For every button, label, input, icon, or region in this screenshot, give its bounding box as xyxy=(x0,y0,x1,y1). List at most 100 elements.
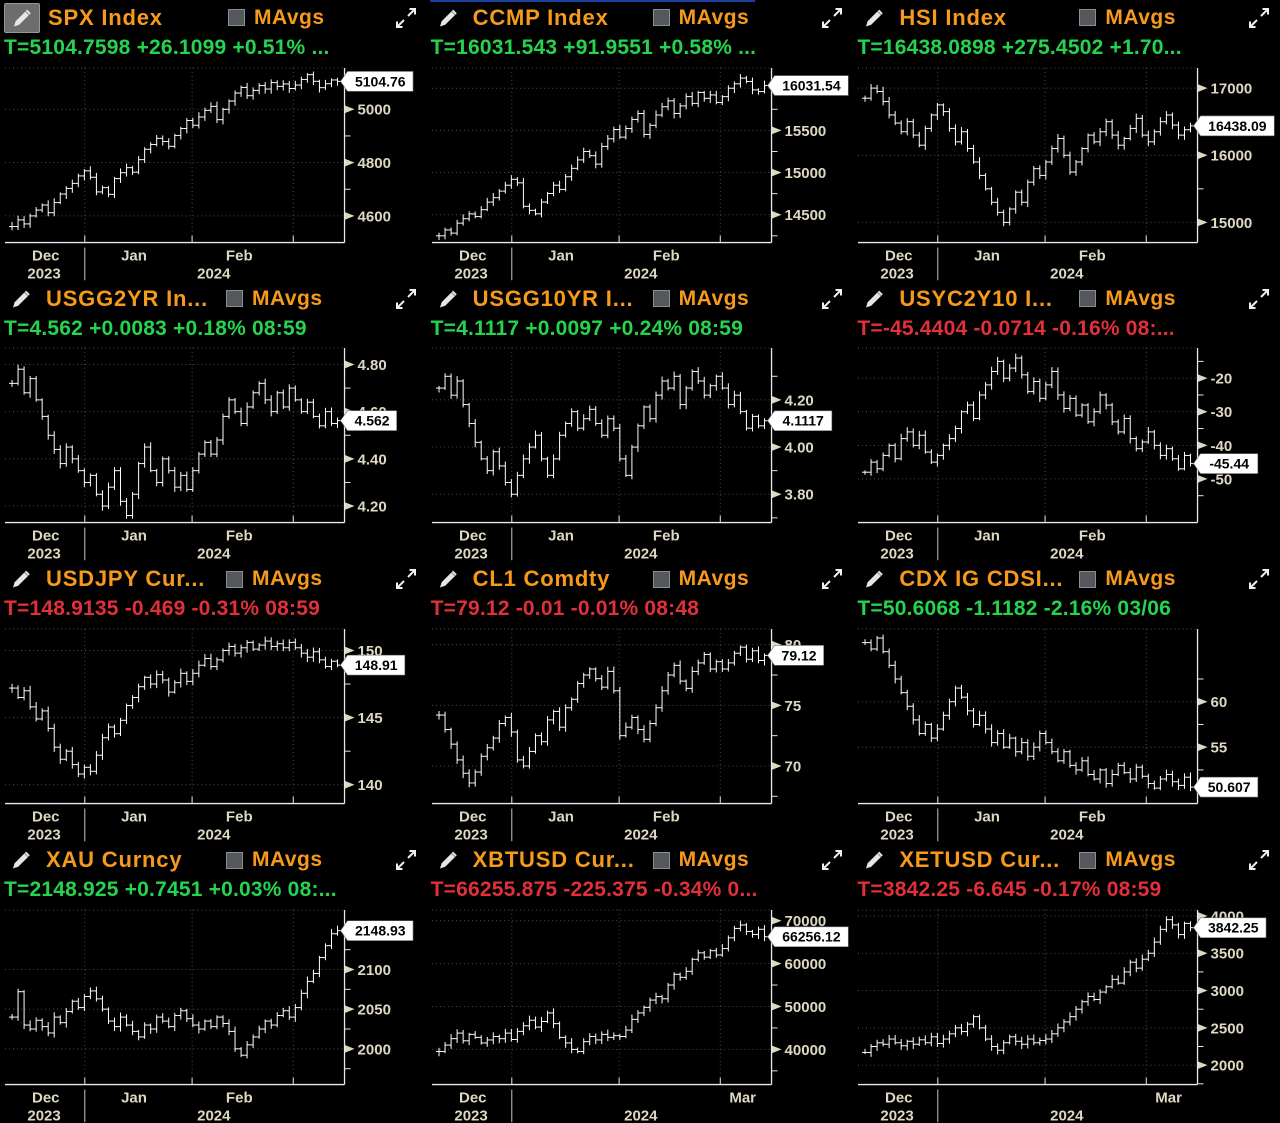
mavgs-label[interactable]: MAvgs xyxy=(1105,567,1176,591)
mavgs-checkbox[interactable] xyxy=(1079,851,1097,869)
mavgs-checkbox[interactable] xyxy=(226,570,243,588)
pencil-icon xyxy=(439,9,457,27)
ticker-title[interactable]: SPX Index xyxy=(48,4,163,30)
ticker-title[interactable]: USYC2Y10 I... xyxy=(899,285,1053,311)
ticker-title[interactable]: CL1 Comdty xyxy=(472,566,611,592)
ticker-title[interactable]: USDJPY Cur... xyxy=(46,566,206,592)
svg-text:Dec: Dec xyxy=(32,1089,60,1106)
mavgs-checkbox[interactable] xyxy=(652,9,670,27)
mavgs-label[interactable]: MAvgs xyxy=(678,567,750,591)
last-trade-status: T=2148.925 +0.7451 +0.03% 08:... xyxy=(4,878,337,901)
mavgs-checkbox[interactable] xyxy=(1079,9,1097,27)
annotate-pencil-button[interactable] xyxy=(857,846,891,874)
svg-text:140: 140 xyxy=(358,777,383,794)
svg-text:Dec: Dec xyxy=(885,1089,913,1106)
mavgs-label[interactable]: MAvgs xyxy=(1105,286,1176,310)
expand-button[interactable] xyxy=(1248,568,1270,590)
ticker-title[interactable]: CCMP Index xyxy=(472,4,609,30)
expand-button[interactable] xyxy=(1248,288,1270,310)
annotate-pencil-button[interactable] xyxy=(4,846,38,874)
ticker-title[interactable]: USGG10YR I... xyxy=(472,285,634,311)
price-chart[interactable]: 70000 60000 50000 40000 66256.12 Dec Mar 2023 20… xyxy=(427,906,854,1123)
annotate-pencil-button[interactable] xyxy=(4,285,38,313)
price-chart[interactable]: 4.20 4.00 3.80 4.1117 Dec Jan Feb 2023 2024 xyxy=(427,344,854,562)
expand-arrows-icon xyxy=(822,288,843,309)
ticker-title[interactable]: HSI Index xyxy=(899,4,1007,30)
mavgs-checkbox[interactable] xyxy=(226,290,243,308)
ticker-title[interactable]: XAU Curncy xyxy=(46,847,183,873)
expand-button[interactable] xyxy=(395,7,417,29)
last-trade-status: T=5104.7598 +26.1099 +0.51% ... xyxy=(4,35,330,59)
svg-text:Feb: Feb xyxy=(653,528,680,545)
mavgs-checkbox[interactable] xyxy=(226,851,243,869)
mavgs-checkbox[interactable] xyxy=(228,9,245,27)
mavgs-label[interactable]: MAvgs xyxy=(678,5,750,29)
annotate-pencil-button[interactable] xyxy=(4,565,38,593)
mavgs-label[interactable]: MAvgs xyxy=(252,848,323,872)
svg-text:145: 145 xyxy=(358,710,383,727)
svg-text:2024: 2024 xyxy=(1050,826,1084,842)
mavgs-checkbox[interactable] xyxy=(1079,570,1097,588)
annotate-pencil-button[interactable] xyxy=(4,2,40,33)
annotate-pencil-button[interactable] xyxy=(857,565,891,593)
mavgs-checkbox[interactable] xyxy=(652,851,670,869)
mavgs-label[interactable]: MAvgs xyxy=(678,848,750,872)
mavgs-label[interactable]: MAvgs xyxy=(252,567,323,591)
svg-text:16438.09: 16438.09 xyxy=(1209,117,1268,133)
annotate-pencil-button[interactable] xyxy=(431,846,465,874)
annotate-pencil-button[interactable] xyxy=(431,565,465,593)
svg-text:2024: 2024 xyxy=(1050,1107,1084,1123)
price-chart[interactable]: 60 55 50.607 Dec Jan Feb 2023 2024 xyxy=(853,625,1280,842)
svg-text:2024: 2024 xyxy=(197,1107,231,1123)
expand-button[interactable] xyxy=(1248,849,1270,871)
expand-button[interactable] xyxy=(821,7,843,29)
chart-panel: USGG2YR In... MAvgs T=4.562 +0.0083 +0.1… xyxy=(0,280,427,562)
svg-text:Dec: Dec xyxy=(459,247,487,264)
expand-button[interactable] xyxy=(395,568,417,590)
expand-button[interactable] xyxy=(395,849,417,871)
svg-text:2024: 2024 xyxy=(197,265,231,281)
expand-button[interactable] xyxy=(821,568,843,590)
svg-text:Jan: Jan xyxy=(121,247,147,264)
annotate-pencil-button[interactable] xyxy=(431,285,465,313)
ticker-title[interactable]: XETUSD Cur... xyxy=(899,847,1061,873)
mavgs-checkbox[interactable] xyxy=(652,570,670,588)
svg-text:2023: 2023 xyxy=(27,546,60,562)
price-chart[interactable]: 2100 2050 2000 2148.93 Dec Jan Feb 2023 2024 xyxy=(0,906,427,1123)
ticker-title[interactable]: USGG2YR In... xyxy=(46,285,208,311)
mavgs-label[interactable]: MAvgs xyxy=(678,286,750,310)
ticker-title[interactable]: CDX IG CDSI... xyxy=(899,566,1064,592)
svg-text:17000: 17000 xyxy=(1211,80,1253,97)
mavgs-label[interactable]: MAvgs xyxy=(254,5,325,29)
svg-text:Feb: Feb xyxy=(226,528,253,545)
chart-panel: USDJPY Cur... MAvgs T=148.9135 -0.469 -0… xyxy=(0,561,427,843)
expand-button[interactable] xyxy=(821,288,843,310)
price-chart[interactable]: 5000 4800 4600 5104.76 Dec Jan Feb 2023 2024 xyxy=(0,64,427,281)
svg-text:50000: 50000 xyxy=(784,999,826,1016)
annotate-pencil-button[interactable] xyxy=(857,4,891,32)
expand-button[interactable] xyxy=(821,849,843,871)
pencil-icon xyxy=(439,290,457,308)
mavgs-label[interactable]: MAvgs xyxy=(252,286,323,310)
svg-text:-40: -40 xyxy=(1211,438,1233,455)
svg-text:15000: 15000 xyxy=(1211,214,1253,231)
svg-text:2024: 2024 xyxy=(624,826,658,842)
ticker-title[interactable]: XBTUSD Cur... xyxy=(472,847,635,873)
expand-button[interactable] xyxy=(1248,7,1270,29)
price-chart[interactable]: 17000 16000 15000 16438.09 Dec Jan Feb 2023 2024 xyxy=(853,64,1280,281)
svg-text:2100: 2100 xyxy=(358,962,391,979)
mavgs-checkbox[interactable] xyxy=(652,290,670,308)
svg-text:2023: 2023 xyxy=(27,826,60,842)
expand-button[interactable] xyxy=(395,288,417,310)
annotate-pencil-button[interactable] xyxy=(857,285,891,313)
mavgs-label[interactable]: MAvgs xyxy=(1105,848,1176,872)
annotate-pencil-button[interactable] xyxy=(431,4,465,32)
mavgs-label[interactable]: MAvgs xyxy=(1105,5,1176,29)
mavgs-checkbox[interactable] xyxy=(1079,290,1097,308)
price-chart[interactable]: 1600015500150001450016031.54DecJanFeb202… xyxy=(427,64,854,281)
price-chart[interactable]: -20 -30 -40 -50-45.44 Dec Jan Feb 2023 2024 xyxy=(853,344,1280,562)
